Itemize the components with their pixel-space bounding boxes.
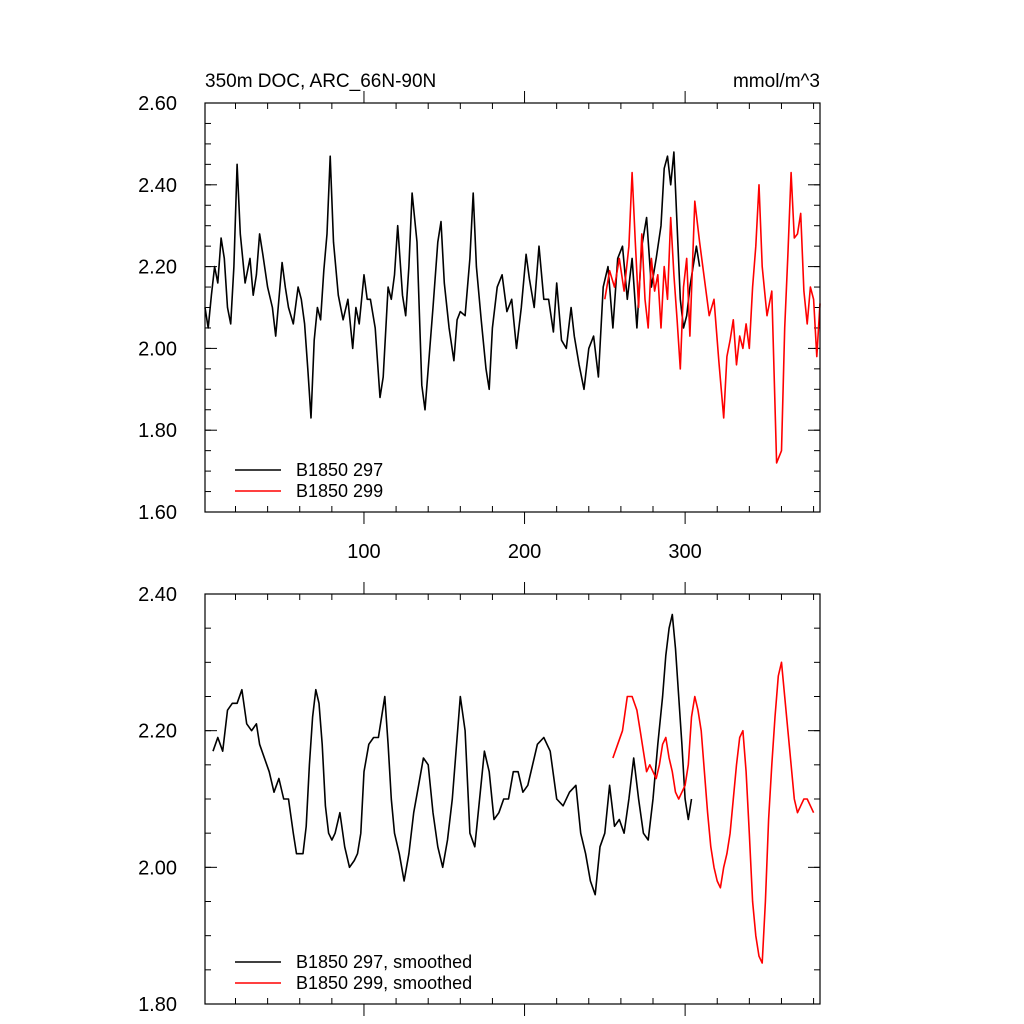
legend-label-b1850-297-smoothed: B1850 297, smoothed xyxy=(296,952,472,972)
bottom-series-line-b1850-299 xyxy=(612,661,815,964)
y-tick-label: 2.20 xyxy=(138,721,177,743)
bottom-panel: 1.80 2.00 2.20 2.40 B1850 297, smoothed B18… xyxy=(138,582,821,1016)
x-tick-label: 300 xyxy=(668,541,701,563)
y-tick-label: 2.40 xyxy=(138,584,177,606)
top-panel: 350m DOC, ARC_66N-90N mmol/m^3 1.60 1.80 2… xyxy=(138,71,821,563)
top-plot-frame xyxy=(204,102,821,513)
bottom-plot-frame xyxy=(204,593,821,1005)
y-tick-label: 2.60 xyxy=(138,93,177,115)
legend-label-b1850-297: B1850 297 xyxy=(296,460,383,480)
y-tick-label: 1.80 xyxy=(138,420,177,442)
y-tick-label: 2.20 xyxy=(138,257,177,279)
y-tick-label: 1.60 xyxy=(138,502,177,524)
top-axis-ticks: 1.60 1.80 2.00 2.20 2.40 2.60 100 200 300 xyxy=(138,91,820,563)
top-series-line-b1850-299 xyxy=(604,171,821,464)
y-tick-label: 2.40 xyxy=(138,175,177,197)
legend-label-b1850-299: B1850 299 xyxy=(296,481,383,501)
top-series xyxy=(204,151,821,464)
bottom-series-line-b1850-297 xyxy=(212,613,693,896)
legend-label-b1850-299-smoothed: B1850 299, smoothed xyxy=(296,973,472,993)
y-tick-label: 2.00 xyxy=(138,857,177,879)
x-tick-label: 200 xyxy=(508,541,541,563)
y-tick-label: 2.00 xyxy=(138,338,177,360)
top-series-line-b1850-297 xyxy=(204,151,701,419)
bottom-legend: B1850 297, smoothed B1850 299, smoothed xyxy=(235,952,472,993)
x-tick-label: 100 xyxy=(347,541,380,563)
bottom-series xyxy=(212,613,815,964)
top-legend: B1850 297 B1850 299 xyxy=(235,460,383,501)
chart-title: 350m DOC, ARC_66N-90N xyxy=(205,71,436,92)
y-tick-label: 1.80 xyxy=(138,994,177,1016)
units-label: mmol/m^3 xyxy=(733,71,820,92)
